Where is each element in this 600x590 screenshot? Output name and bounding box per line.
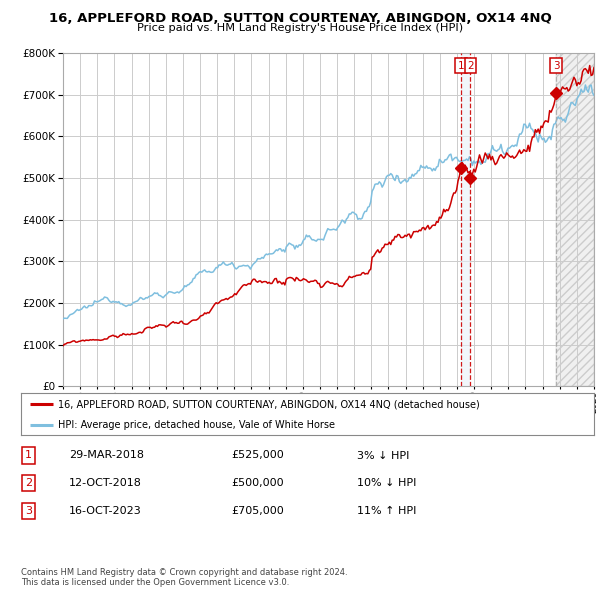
Text: £705,000: £705,000	[231, 506, 284, 516]
Text: 2: 2	[25, 478, 32, 488]
Text: 16, APPLEFORD ROAD, SUTTON COURTENAY, ABINGDON, OX14 4NQ (detached house): 16, APPLEFORD ROAD, SUTTON COURTENAY, AB…	[58, 399, 480, 409]
Text: 1: 1	[458, 61, 464, 71]
Text: 10% ↓ HPI: 10% ↓ HPI	[357, 478, 416, 488]
Text: 12-OCT-2018: 12-OCT-2018	[69, 478, 142, 488]
Text: 16, APPLEFORD ROAD, SUTTON COURTENAY, ABINGDON, OX14 4NQ: 16, APPLEFORD ROAD, SUTTON COURTENAY, AB…	[49, 12, 551, 25]
Bar	[461, 53, 470, 386]
Text: 11% ↑ HPI: 11% ↑ HPI	[357, 506, 416, 516]
Text: HPI: Average price, detached house, Vale of White Horse: HPI: Average price, detached house, Vale…	[58, 420, 335, 430]
Text: 2: 2	[467, 61, 474, 71]
Bar	[556, 53, 594, 386]
Text: £500,000: £500,000	[231, 478, 284, 488]
Text: Price paid vs. HM Land Registry's House Price Index (HPI): Price paid vs. HM Land Registry's House …	[137, 23, 463, 33]
Text: £525,000: £525,000	[231, 451, 284, 460]
Bar	[556, 53, 594, 386]
Text: 29-MAR-2018: 29-MAR-2018	[69, 451, 144, 460]
Text: 3: 3	[25, 506, 32, 516]
Text: 16-OCT-2023: 16-OCT-2023	[69, 506, 142, 516]
Text: 3% ↓ HPI: 3% ↓ HPI	[357, 451, 409, 460]
Text: 1: 1	[25, 451, 32, 460]
Text: 3: 3	[553, 61, 559, 71]
Text: Contains HM Land Registry data © Crown copyright and database right 2024.
This d: Contains HM Land Registry data © Crown c…	[21, 568, 347, 587]
